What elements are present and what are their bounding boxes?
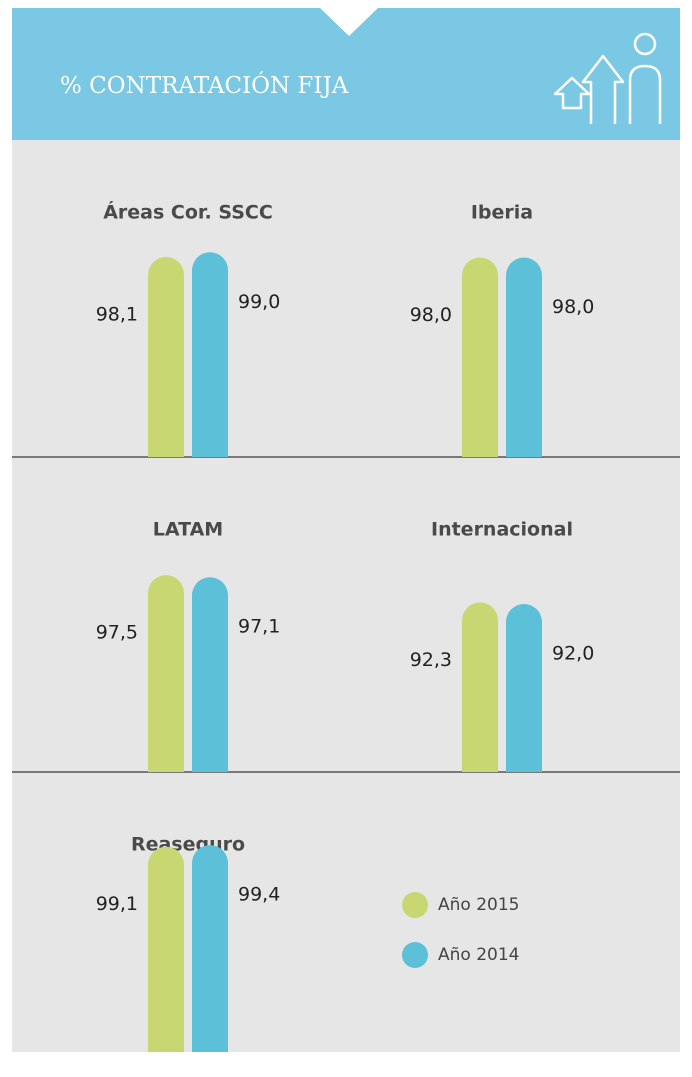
legend-swatch xyxy=(402,942,428,968)
legend-label: Año 2015 xyxy=(438,895,519,915)
panel-title: LATAM xyxy=(153,519,223,541)
chart-title: % CONTRATACIÓN FIJA xyxy=(60,72,349,99)
body-panel xyxy=(12,140,680,1052)
panel-title: Iberia xyxy=(471,202,533,224)
panel-title: Áreas Cor. SSCC xyxy=(103,201,273,224)
bar xyxy=(506,257,542,457)
value-label: 98,0 xyxy=(552,296,594,318)
bar xyxy=(148,575,184,772)
value-label: 99,1 xyxy=(96,893,138,915)
value-label: 92,3 xyxy=(410,649,452,671)
value-label: 99,0 xyxy=(238,291,280,313)
bar xyxy=(192,577,228,772)
bar xyxy=(462,602,498,772)
value-label: 99,4 xyxy=(238,884,280,906)
legend-swatch xyxy=(402,892,428,918)
bar xyxy=(462,257,498,457)
value-label: 98,0 xyxy=(410,304,452,326)
value-label: 97,1 xyxy=(238,616,280,638)
header-icon xyxy=(553,32,662,124)
panel-title: Reaseguro xyxy=(131,834,245,856)
value-label: 97,5 xyxy=(96,622,138,644)
bar xyxy=(192,845,228,1052)
value-label: 98,1 xyxy=(96,303,138,325)
panel-title: Internacional xyxy=(431,519,573,541)
legend-label: Año 2014 xyxy=(438,945,519,965)
bar xyxy=(148,256,184,457)
bar xyxy=(192,252,228,457)
header-notch xyxy=(320,8,378,36)
bar xyxy=(148,846,184,1052)
bar xyxy=(506,604,542,772)
value-label: 92,0 xyxy=(552,643,594,665)
